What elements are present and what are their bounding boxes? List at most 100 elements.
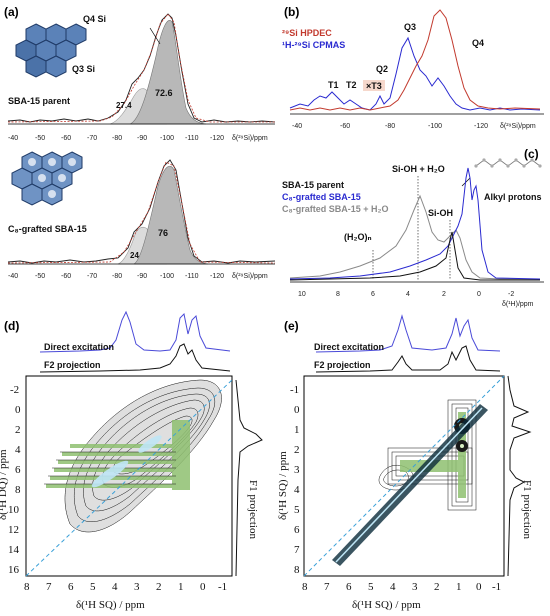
f2-projection-trace-e [315, 345, 501, 373]
svg-text:1: 1 [178, 581, 184, 593]
svg-text:5: 5 [294, 504, 300, 516]
svg-text:-80: -80 [112, 273, 122, 280]
panel-c: (c) SBA-15 parent C₈-grafted SBA-15 C₈-g… [282, 147, 544, 308]
svg-text:8: 8 [302, 581, 308, 593]
svg-text:-70: -70 [87, 273, 97, 280]
legend-hpdec: ²⁹Si HPDEC [282, 28, 332, 38]
svg-text:6: 6 [68, 581, 74, 593]
svg-text:-90: -90 [137, 273, 147, 280]
peak-q4-label: Q4 [472, 38, 484, 48]
svg-text:0: 0 [476, 581, 482, 593]
svg-text:7: 7 [294, 544, 300, 556]
svg-text:3: 3 [412, 581, 418, 593]
svg-text:-1: -1 [290, 384, 299, 396]
svg-text:14: 14 [8, 544, 20, 556]
axis-c-label: δ(¹H)/ppm [502, 301, 534, 308]
t3-highlight [363, 80, 385, 91]
svg-text:3: 3 [294, 464, 300, 476]
panel-a: (a) Q4 Si Q3 Si SBA-15 parent 72.6 27.4 [4, 5, 276, 280]
spectrum-grafted [289, 167, 541, 280]
svg-text:2: 2 [15, 424, 21, 436]
axis-b-ticks: -40 -60 -80 -100 -120 [292, 123, 488, 130]
svg-text:-1: -1 [492, 581, 501, 593]
ann-sioh: Si-OH [428, 208, 453, 218]
axis-a-bottom-ticks: -40 -50 -60 -70 -80 -90 -100 -110 -120 [8, 273, 224, 280]
f1-projection-label-d: F1 projection [247, 480, 259, 539]
f2-projection-trace-d [39, 343, 231, 373]
svg-text:0: 0 [477, 291, 481, 298]
axis-d-xticks: 8 7 6 5 4 3 2 1 0 -1 [24, 581, 227, 593]
hpdec-spectrum [289, 9, 541, 111]
svg-text:10: 10 [298, 291, 306, 298]
legend-cpmas: ¹H-²⁹Si CPMAS [282, 40, 345, 50]
q3-si-label: Q3 Si [72, 64, 95, 74]
svg-text:0: 0 [294, 404, 300, 416]
panel-d: (d) Direct excitation F2 projection [0, 310, 263, 611]
svg-text:6: 6 [346, 581, 352, 593]
mesopore-hex-icon [15, 23, 87, 78]
svg-text:8: 8 [24, 581, 30, 593]
axis-b-label: δ(²⁹Si)/ppm [500, 123, 536, 130]
f1-projection-trace-d [235, 379, 263, 577]
svg-text:-60: -60 [61, 135, 71, 142]
cpmas-spectrum [289, 36, 541, 111]
direct-excitation-trace-e [315, 314, 501, 353]
svg-text:-100: -100 [160, 135, 174, 142]
f2-projection-label-e: F2 projection [314, 360, 371, 370]
svg-text:-1: -1 [218, 581, 227, 593]
svg-text:-80: -80 [385, 123, 395, 130]
svg-text:-100: -100 [428, 123, 442, 130]
svg-text:4: 4 [406, 291, 410, 298]
svg-text:8: 8 [294, 564, 300, 576]
svg-text:-60: -60 [61, 273, 71, 280]
svg-text:-40: -40 [8, 273, 18, 280]
panel-c-label: (c) [524, 147, 539, 161]
svg-text:-2: -2 [508, 291, 514, 298]
peak-q2-label: Q2 [376, 64, 388, 74]
panel-e-label: (e) [284, 319, 299, 333]
svg-text:8: 8 [336, 291, 340, 298]
svg-text:0: 0 [15, 404, 21, 416]
peak-t1-label: T1 [328, 80, 339, 90]
svg-text:7: 7 [324, 581, 330, 593]
svg-text:-120: -120 [210, 135, 224, 142]
svg-text:-40: -40 [8, 135, 18, 142]
fit-top [7, 13, 275, 123]
peak-t3-label: ×T3 [366, 81, 382, 91]
fit-bottom [7, 161, 276, 264]
panel-e: (e) Direct excitation F2 projection [277, 314, 533, 611]
svg-text:1: 1 [294, 424, 300, 436]
axis-e-ylabel: δ(¹H SQ) / ppm [277, 451, 289, 520]
svg-text:-40: -40 [292, 123, 302, 130]
f1-projection-trace-e [507, 375, 532, 577]
spectrum-top [7, 13, 276, 123]
direct-excitation-trace-d [39, 310, 231, 353]
direct-excitation-label-e: Direct excitation [314, 342, 384, 352]
svg-text:-110: -110 [185, 135, 199, 142]
axis-d-ylabel: δ(¹H DQ) / ppm [0, 449, 9, 520]
panel-b: (b) ²⁹Si HPDEC ¹H-²⁹Si CPMAS Q3 Q4 Q2 T1… [282, 5, 544, 130]
peak-t2-label: T2 [346, 80, 357, 90]
alkyl-chain-icon [474, 158, 542, 168]
svg-text:7: 7 [46, 581, 52, 593]
axis-e-xticks: 8 7 6 5 4 3 2 1 0 -1 [302, 581, 501, 593]
area-q3-top: 27.4 [116, 101, 132, 110]
svg-text:-120: -120 [210, 273, 224, 280]
spectrum-grafted-water [289, 194, 540, 280]
svg-text:0: 0 [200, 581, 206, 593]
q4-area-bottom [133, 165, 209, 265]
axis-a-top-ticks: -40 -50 -60 -70 -80 -90 -100 -110 -120 [8, 135, 224, 142]
svg-text:-80: -80 [112, 135, 122, 142]
svg-text:-90: -90 [137, 135, 147, 142]
svg-text:10: 10 [8, 504, 20, 516]
legend-grafted-water: C₈-grafted SBA-15 + H₂O [282, 204, 388, 214]
sample-top-label: SBA-15 parent [8, 96, 70, 106]
ann-sioh-water: Si-OH + H₂O [392, 164, 445, 174]
f1-projection-label-e: F1 projection [521, 480, 533, 539]
svg-text:-100: -100 [160, 273, 174, 280]
svg-text:6: 6 [371, 291, 375, 298]
svg-text:-70: -70 [87, 135, 97, 142]
svg-text:-50: -50 [35, 135, 45, 142]
diagonal-e [303, 375, 505, 577]
axis-a-top-label: δ(²⁹Si)/ppm [232, 135, 268, 142]
